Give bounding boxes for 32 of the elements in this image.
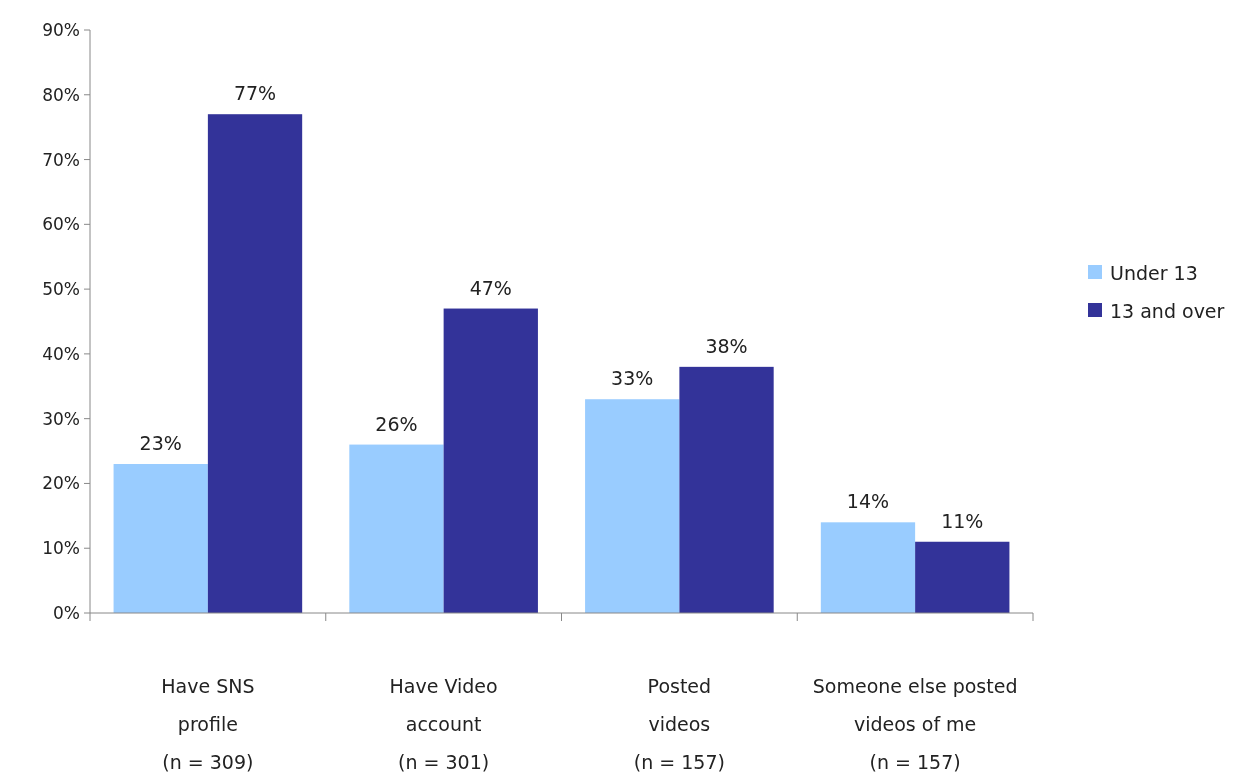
data-label: 33% — [611, 367, 654, 390]
bar — [349, 444, 444, 613]
data-label: 23% — [139, 432, 182, 455]
y-tick-label: 40% — [42, 343, 80, 364]
data-label: 38% — [705, 334, 748, 357]
data-label: 11% — [941, 509, 984, 532]
data-label: 47% — [469, 276, 512, 299]
y-tick-label: 0% — [53, 602, 80, 623]
y-tick-label: 20% — [42, 473, 80, 494]
bar — [585, 399, 680, 613]
bar — [207, 114, 303, 613]
data-label: 26% — [375, 412, 418, 435]
y-tick-label: 70% — [42, 149, 80, 170]
bar — [113, 464, 208, 613]
y-tick-label: 50% — [42, 279, 80, 300]
bar — [679, 366, 774, 613]
x-tick-label: Have SNS profile (n = 309) — [161, 675, 255, 773]
legend-label: Under 13 — [1110, 261, 1198, 284]
bar — [820, 522, 916, 613]
y-tick-label: 60% — [42, 214, 80, 235]
data-label: 14% — [846, 490, 890, 513]
bar — [443, 308, 538, 613]
y-tick-label: 30% — [42, 408, 80, 429]
x-tick-label: Someone else posted videos of me (n = 157) — [812, 675, 1018, 773]
y-tick-label: 80% — [42, 84, 80, 105]
y-tick-label: 90% — [42, 19, 80, 40]
bar — [915, 541, 1010, 613]
x-tick-label: Have Video account (n = 301) — [389, 675, 498, 773]
y-tick-label: 10% — [42, 538, 80, 559]
data-label: 77% — [233, 82, 277, 105]
x-tick-label: Posted videos (n = 157) — [633, 675, 725, 773]
legend-label: 13 and over — [1110, 299, 1225, 322]
